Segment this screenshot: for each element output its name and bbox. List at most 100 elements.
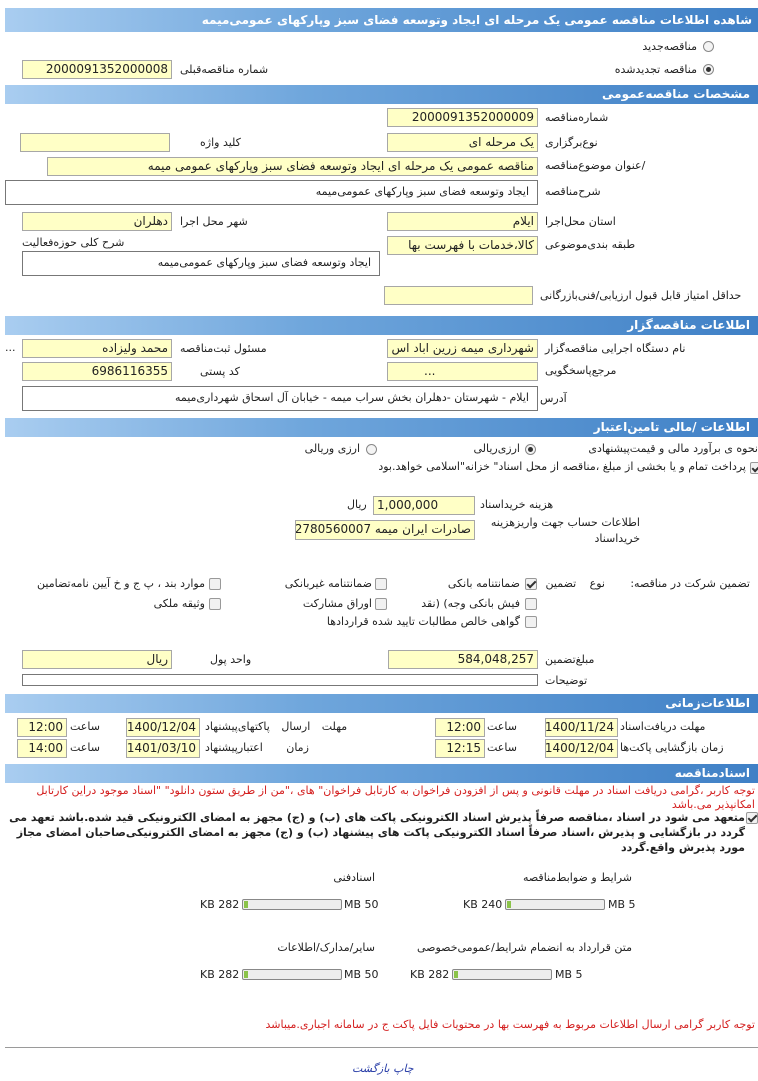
notice: توجه کاربر ،گرامی دریافت اسناد در مهلت ق…: [36, 784, 755, 811]
input: کالا،خدمات با فهرست بها: [387, 236, 538, 255]
label: واحد پول: [210, 653, 252, 666]
file-size: 282 KB: [200, 898, 240, 911]
input: شهرداری میمه زرین اباد اس: [387, 339, 538, 358]
input[interactable]: [20, 133, 170, 152]
page-title: شاهده اطلاعات مناقصه عمومی یک مرحله ای ا…: [5, 8, 758, 32]
label: مسئول ثبت‌مناقصه: [180, 342, 267, 355]
input: ایلام: [387, 212, 538, 231]
file-name: اسنادفنی: [333, 871, 375, 884]
input: ریال: [22, 650, 172, 669]
checkbox-label: موارد بند ، پ ج و خ آیین نامه‌تضامین: [37, 577, 205, 590]
input: 1401/03/10: [126, 739, 200, 758]
section-title: اطلاعات مناقصه‌گزار: [5, 316, 758, 335]
file-name: شرایط و ضوابط‌مناقصه: [523, 871, 632, 884]
commitment: متعهد می شود در اسناد ،مناقصه صرفاً پذیر…: [9, 811, 745, 854]
file-size: 282 KB: [410, 968, 450, 981]
label: طبقه بندی‌موضوعی: [545, 238, 636, 251]
label: کلید واژه: [200, 136, 241, 149]
label: استان محل‌اجرا: [545, 215, 616, 228]
section-title: اطلاعات‌زمانی: [5, 694, 758, 713]
text-box: ایلام - شهرستان -دهلران بخش سراب میمه - …: [22, 386, 538, 411]
unit: ریال: [347, 498, 367, 511]
radio[interactable]: [703, 41, 714, 52]
input: صادرات ایران میمه 02780560007: [295, 520, 475, 540]
label: توضیحات: [545, 674, 588, 687]
label: ساعت: [70, 720, 100, 733]
label: تضمین شرکت در مناقصه:: [630, 577, 750, 590]
progress-bar: [242, 899, 342, 910]
label: اطلاعات حساب جهت واریزهزینه خریداسناد: [490, 516, 640, 545]
checkbox[interactable]: [525, 616, 537, 628]
input: 1400/12/04: [126, 718, 200, 737]
input: 2000091352000009: [387, 108, 538, 127]
label: شماره مناقصه‌قبلی: [180, 63, 269, 76]
checkbox[interactable]: [746, 812, 758, 824]
radio[interactable]: [366, 444, 377, 455]
file-max: 50 MB: [344, 898, 379, 911]
text-box: ایجاد وتوسعه فضای سبز وپارکهای عمومی‌میم…: [5, 180, 538, 205]
section-title: اطلاعات /مالی تامین‌اعتبار: [5, 418, 758, 437]
input[interactable]: [384, 286, 533, 305]
label: شرح کلی حوزه‌فعالیت: [22, 236, 125, 249]
label: مهلت دریافت‌اسناد: [620, 720, 706, 733]
checkbox[interactable]: [375, 598, 387, 610]
text-box: ایجاد وتوسعه فضای سبز وپارکهای عمومی‌میم…: [22, 251, 380, 276]
file-name: سایر/مدارک/اطلاعات: [277, 941, 375, 954]
label: نحوه ی برآورد مالی و قیمت‌پیشنهادی: [588, 442, 758, 455]
radio-label: ارزی وریالی: [304, 442, 360, 455]
radio-label: ارزی‌ریالی: [473, 442, 520, 455]
input: 584,048,257: [388, 650, 538, 669]
progress-bar: [452, 969, 552, 980]
checkbox-label: اوراق مشارکت: [302, 597, 372, 610]
checkbox[interactable]: [525, 598, 537, 610]
text-box[interactable]: [22, 674, 538, 686]
file-name: متن قرارداد به انضمام شرایط/عمومی‌خصوصی: [416, 941, 632, 954]
checkbox-label: فیش بانکی وجه) (نقد: [421, 597, 520, 610]
section-title: اسنادمناقصه: [5, 764, 758, 783]
label: زمان بازگشایی پاکت‌ها: [620, 741, 724, 754]
input: 6986116355: [22, 362, 172, 381]
input: 12:00: [17, 718, 67, 737]
more-button[interactable]: ...: [5, 341, 16, 354]
file-max: 50 MB: [344, 968, 379, 981]
input: محمد ولیزاده: [22, 339, 172, 358]
checkbox-label: وثیقه ملکی: [153, 597, 205, 610]
label: ساعت: [70, 741, 100, 754]
label: نوع تضمین: [545, 577, 605, 590]
checkbox[interactable]: [525, 578, 537, 590]
label: شهر محل اجرا: [180, 215, 248, 228]
link[interactable]: چاپ بازگشت: [352, 1062, 414, 1075]
input[interactable]: ...: [387, 362, 538, 381]
progress-bar: [505, 899, 605, 910]
notice: توجه کاربر گرامی ارسال اطلاعات مربوط به …: [265, 1018, 755, 1031]
label: مرجع‌پاسخگویی: [545, 364, 617, 377]
radio[interactable]: [525, 444, 536, 455]
checkbox-label: ضمانتنامه غیربانکی: [284, 577, 372, 590]
input: 1,000,000: [373, 496, 475, 515]
input: مناقصه عمومی یک مرحله ای ایجاد وتوسعه فض…: [47, 157, 538, 176]
input: 2000091352000008: [22, 60, 172, 79]
radio[interactable]: [703, 64, 714, 75]
checkbox[interactable]: [375, 578, 387, 590]
label: کد پستی: [200, 365, 240, 378]
label: زمان اعتبارپیشنهاد: [205, 741, 309, 754]
checkbox-label: گواهی خالص مطالبات تایید شده قراردادها: [326, 615, 520, 628]
checkbox[interactable]: [209, 598, 221, 610]
progress-bar: [242, 969, 342, 980]
label: مهلت ارسال پاکتهای‌پیشنهاد: [205, 720, 348, 733]
label: ساعت: [487, 741, 517, 754]
label: هزینه خریداسناد: [480, 498, 554, 511]
checkbox[interactable]: [209, 578, 221, 590]
input: دهلران: [22, 212, 172, 231]
input: 14:00: [17, 739, 67, 758]
input: 12:00: [435, 718, 485, 737]
divider: [5, 1047, 758, 1048]
file-max: 5 MB: [608, 898, 636, 911]
checkbox[interactable]: [750, 462, 758, 474]
radio-label: مناقصه‌جدید: [642, 40, 697, 53]
input: 12:15: [435, 739, 485, 758]
label: مبلغ‌تضمین: [545, 653, 595, 666]
section-title: مشخصات مناقصه‌عمومی: [5, 85, 758, 104]
